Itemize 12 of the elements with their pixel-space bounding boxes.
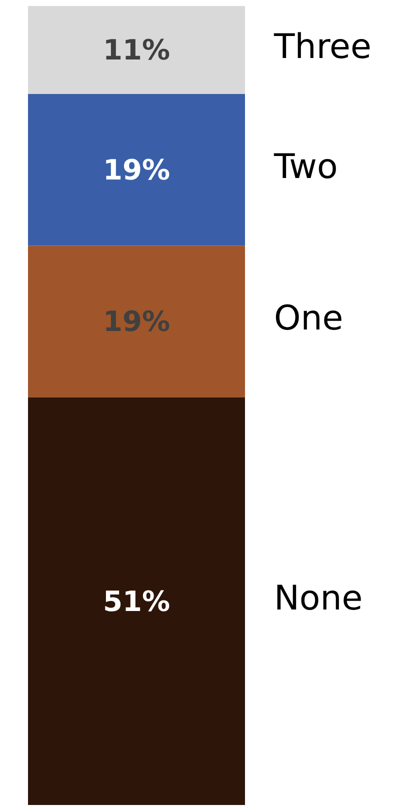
data-label: 51% xyxy=(102,584,170,618)
bar xyxy=(28,246,245,398)
bar xyxy=(28,398,245,805)
data-label: 19% xyxy=(102,305,170,338)
data-label: 19% xyxy=(102,153,170,186)
bar xyxy=(28,6,245,94)
data-label: 11% xyxy=(102,33,170,66)
bar xyxy=(28,94,245,246)
series-label: One xyxy=(274,298,344,339)
series-label: Two xyxy=(273,146,338,187)
series-label: Three xyxy=(273,26,372,67)
series-label: None xyxy=(274,578,363,618)
